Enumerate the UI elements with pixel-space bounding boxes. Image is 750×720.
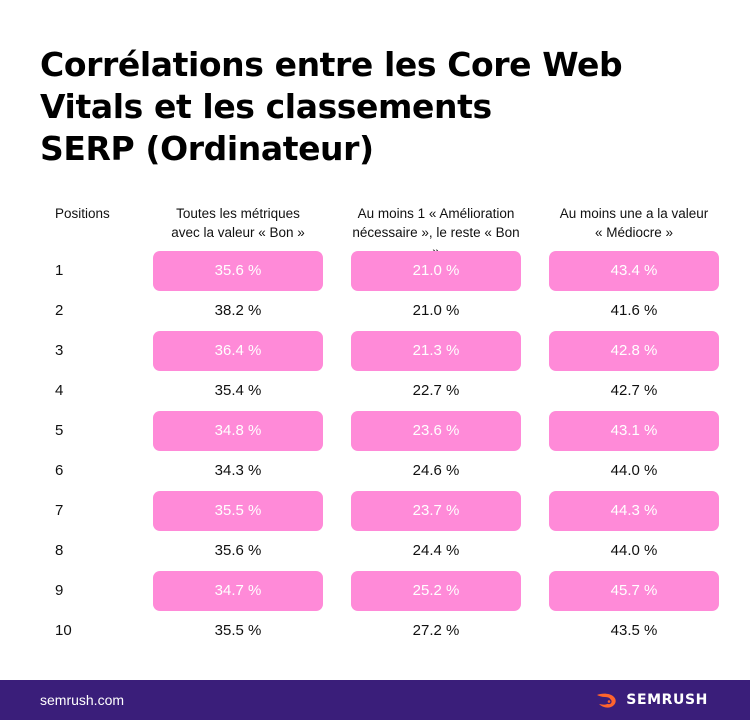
brand-name: SEMRUSH bbox=[626, 692, 708, 708]
position-label: 3 bbox=[55, 342, 64, 359]
table-cell: 42.7 % bbox=[610, 382, 658, 399]
position-label: 8 bbox=[55, 542, 64, 559]
position-label: 7 bbox=[55, 502, 64, 519]
table-cell: 21.0 % bbox=[412, 302, 460, 319]
table-cell: 25.2 % bbox=[351, 571, 521, 611]
table-cell: 44.3 % bbox=[549, 491, 719, 531]
table-cell: 42.8 % bbox=[549, 331, 719, 371]
table-cell: 23.7 % bbox=[351, 491, 521, 531]
table-cell: 45.7 % bbox=[549, 571, 719, 611]
page-title: Corrélations entre les Core Web Vitals e… bbox=[40, 44, 720, 170]
table-cell: 44.0 % bbox=[610, 542, 658, 559]
header-col-improvement-line-1: Au moins 1 « Amélioration bbox=[357, 206, 515, 221]
table-cell: 43.5 % bbox=[610, 622, 658, 639]
title-line-1: Corrélations entre les Core Web bbox=[40, 45, 623, 84]
header-col-good-line-2: avec la valeur « Bon » bbox=[171, 225, 305, 240]
brand-logo: SEMRUSH bbox=[594, 691, 708, 709]
table-cell: 23.6 % bbox=[351, 411, 521, 451]
table-cell: 27.2 % bbox=[412, 622, 460, 639]
semrush-fire-icon bbox=[597, 693, 616, 708]
header-col-poor-line-1: Au moins une a la valeur bbox=[559, 206, 709, 221]
correlation-table: Positions Toutes les métriques avec la v… bbox=[55, 204, 719, 639]
footer-bar: semrush.com SEMRUSH bbox=[0, 680, 750, 720]
table-cell: 43.1 % bbox=[549, 411, 719, 451]
table-cell: 34.7 % bbox=[153, 571, 323, 611]
title-line-3: SERP (Ordinateur) bbox=[40, 129, 374, 168]
position-label: 6 bbox=[55, 462, 64, 479]
table-cell: 21.0 % bbox=[351, 251, 521, 291]
position-label: 5 bbox=[55, 422, 64, 439]
header-positions: Positions bbox=[55, 206, 110, 221]
table-cell: 24.4 % bbox=[412, 542, 460, 559]
header-col-poor: Au moins une a la valeur « Médiocre » bbox=[549, 204, 719, 242]
table-cell: 24.6 % bbox=[412, 462, 460, 479]
table-cell: 35.5 % bbox=[153, 491, 323, 531]
table-cell: 21.3 % bbox=[351, 331, 521, 371]
table-cell: 38.2 % bbox=[214, 302, 262, 319]
table-cell: 35.6 % bbox=[153, 251, 323, 291]
table-cell: 44.0 % bbox=[610, 462, 658, 479]
header-col-poor-line-2: « Médiocre » bbox=[594, 225, 674, 240]
table-cell: 35.4 % bbox=[214, 382, 262, 399]
position-label: 10 bbox=[55, 622, 72, 639]
position-label: 1 bbox=[55, 262, 64, 279]
table-cell: 22.7 % bbox=[412, 382, 460, 399]
table-cell: 43.4 % bbox=[549, 251, 719, 291]
table-cell: 34.8 % bbox=[153, 411, 323, 451]
title-line-2: Vitals et les classements bbox=[40, 87, 492, 126]
position-label: 9 bbox=[55, 582, 64, 599]
footer-url: semrush.com bbox=[40, 692, 125, 708]
header-col-good: Toutes les métriques avec la valeur « Bo… bbox=[153, 204, 323, 242]
table-cell: 35.5 % bbox=[214, 622, 262, 639]
table-cell: 35.6 % bbox=[214, 542, 262, 559]
table-cell: 41.6 % bbox=[610, 302, 658, 319]
header-col-good-line-1: Toutes les métriques bbox=[176, 206, 300, 221]
table-cell: 34.3 % bbox=[214, 462, 262, 479]
table-cell: 36.4 % bbox=[153, 331, 323, 371]
position-label: 2 bbox=[55, 302, 64, 319]
position-label: 4 bbox=[55, 382, 64, 399]
